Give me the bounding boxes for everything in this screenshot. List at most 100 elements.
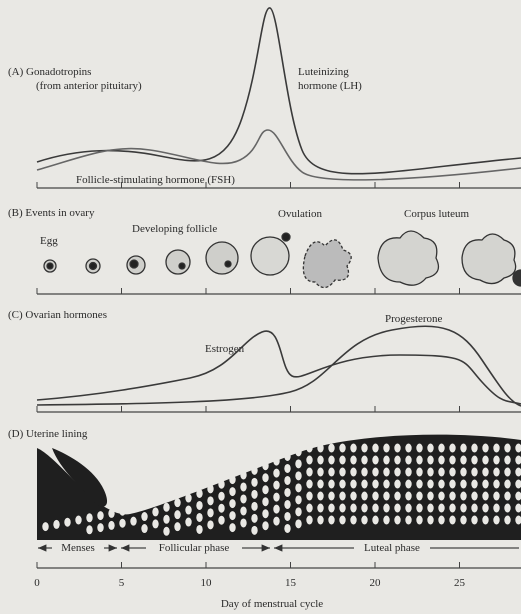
gland: [284, 488, 290, 497]
annotation: Corpus luteum: [404, 208, 470, 220]
gland: [449, 480, 455, 489]
panel-label: (B) Events in ovary: [8, 207, 95, 219]
gland: [317, 480, 323, 489]
gland: [372, 504, 378, 513]
gland: [328, 516, 334, 525]
gland: [438, 504, 444, 513]
gland: [361, 468, 367, 477]
gland: [328, 480, 334, 489]
x-tick-label: 20: [370, 577, 382, 589]
annotation: Developing follicle: [132, 223, 217, 235]
gland: [482, 492, 488, 501]
gland: [394, 480, 400, 489]
gland: [262, 521, 268, 530]
gland: [350, 492, 356, 501]
gland: [328, 492, 334, 501]
gland: [295, 507, 301, 516]
gland: [86, 525, 92, 534]
gland: [163, 503, 169, 512]
gland: [262, 497, 268, 506]
gland: [394, 444, 400, 453]
gland: [218, 516, 224, 525]
gland: [438, 456, 444, 465]
gland: [416, 492, 422, 501]
gland: [53, 520, 59, 529]
gland: [416, 516, 422, 525]
gland: [471, 492, 477, 501]
estrogen-curve: [37, 331, 521, 404]
gland: [383, 492, 389, 501]
gland: [482, 504, 488, 513]
gland: [427, 456, 433, 465]
gland: [372, 480, 378, 489]
gland: [427, 480, 433, 489]
figure: (A) Gonadotropins (from anterior pituita…: [0, 0, 521, 614]
gland: [207, 520, 213, 529]
gland: [482, 456, 488, 465]
gland: [295, 471, 301, 480]
gland: [482, 480, 488, 489]
gland: [262, 473, 268, 482]
gland: [108, 509, 114, 518]
gland: [372, 516, 378, 525]
gland: [504, 492, 510, 501]
x-axis-title: Day of menstrual cycle: [221, 598, 323, 610]
gland: [405, 516, 411, 525]
gland: [471, 480, 477, 489]
gland: [383, 504, 389, 513]
gland: [449, 504, 455, 513]
gland: [163, 527, 169, 536]
fsh-curve: [37, 130, 521, 180]
annotation: Ovulation: [278, 208, 322, 220]
gland: [504, 516, 510, 525]
gland: [427, 468, 433, 477]
gland: [460, 492, 466, 501]
gland: [317, 468, 323, 477]
gland: [350, 480, 356, 489]
gland: [350, 504, 356, 513]
gland: [427, 444, 433, 453]
gland: [460, 468, 466, 477]
gland: [471, 504, 477, 513]
gland: [317, 456, 323, 465]
gland: [372, 456, 378, 465]
annotation: Egg: [40, 235, 58, 247]
gland: [306, 516, 312, 525]
gland: [405, 504, 411, 513]
gland: [427, 492, 433, 501]
gland: [350, 468, 356, 477]
gland: [361, 456, 367, 465]
gland: [273, 469, 279, 478]
gland: [284, 464, 290, 473]
gland: [416, 504, 422, 513]
gland: [218, 480, 224, 489]
gland: [449, 468, 455, 477]
gland: [438, 468, 444, 477]
gland: [350, 516, 356, 525]
gland: [372, 444, 378, 453]
gland: [229, 523, 235, 532]
gland: [339, 456, 345, 465]
gland: [251, 526, 257, 535]
gland: [460, 516, 466, 525]
gland: [394, 504, 400, 513]
gland: [229, 475, 235, 484]
gland: [471, 444, 477, 453]
x-tick-label: 0: [34, 577, 40, 589]
gland: [482, 468, 488, 477]
gland: [251, 466, 257, 475]
gland: [416, 444, 422, 453]
gland: [42, 522, 48, 531]
gland: [251, 514, 257, 523]
gland: [284, 452, 290, 461]
gland: [361, 492, 367, 501]
gland: [119, 507, 125, 516]
gland: [405, 480, 411, 489]
gland: [196, 501, 202, 510]
gland: [460, 456, 466, 465]
annotation: Progesterone: [385, 313, 443, 325]
gland: [383, 480, 389, 489]
gland: [383, 444, 389, 453]
gland: [361, 480, 367, 489]
gland: [207, 508, 213, 517]
